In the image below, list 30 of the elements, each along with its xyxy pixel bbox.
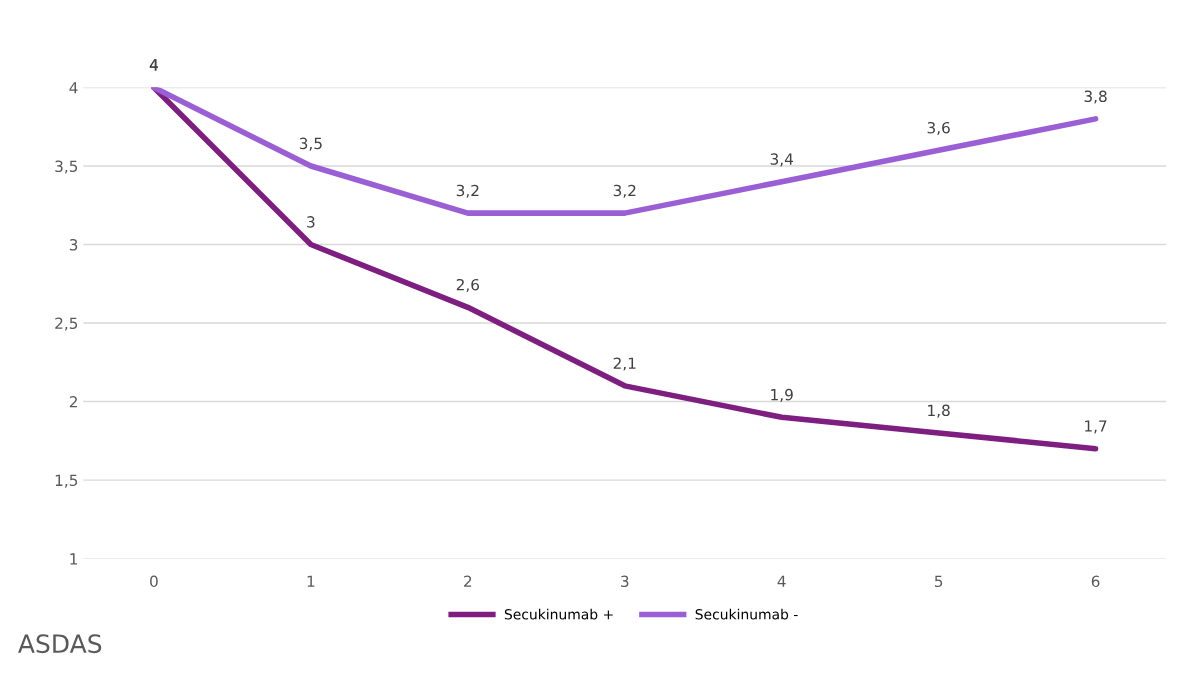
x-tick-label: 4 — [777, 575, 786, 587]
data-label: 3,5 — [299, 137, 322, 151]
x-tick-label: 0 — [150, 575, 158, 588]
y-tick-label: 1 — [70, 553, 78, 565]
text: ASDAS — [18, 634, 102, 654]
data-label: 3,8 — [1084, 90, 1107, 104]
y-tick-label: 1,5 — [55, 474, 78, 488]
data-label: 3 — [307, 216, 315, 228]
x-tick-label: 3 — [621, 575, 629, 588]
y-tick-label: 2,5 — [55, 317, 78, 331]
x-tick-label: 5 — [934, 575, 943, 588]
data-label: 3,2 — [456, 184, 479, 198]
legend-label: Secukinumab - — [695, 608, 798, 620]
data-label: 1,9 — [771, 388, 793, 402]
data-label: 3,6 — [927, 121, 950, 136]
data-label: 1,7 — [1085, 420, 1107, 434]
y-tick-label: 3,5 — [55, 160, 78, 174]
data-label: 4 — [149, 59, 158, 71]
data-label: 1,8 — [928, 404, 950, 418]
data-label: 2,6 — [456, 278, 479, 293]
y-tick-label: 4 — [69, 82, 78, 94]
x-tick-label: 2 — [464, 575, 472, 587]
y-tick-label: 3 — [69, 238, 78, 251]
data-label: 3,2 — [613, 184, 636, 198]
legend-label: Secukinumab + — [504, 608, 613, 620]
y-tick-label: 2 — [69, 396, 77, 408]
x-tick-label: 6 — [1091, 575, 1100, 588]
data-label: 3,4 — [770, 153, 793, 167]
data-label: 2,1 — [613, 357, 636, 371]
x-tick-label: 1 — [307, 575, 315, 587]
